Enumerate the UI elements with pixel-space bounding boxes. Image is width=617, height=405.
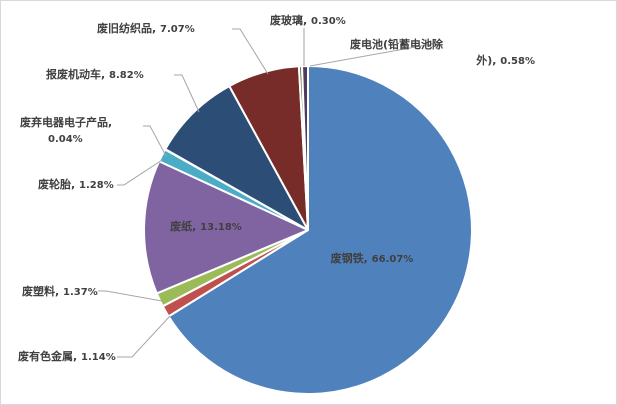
slice-label-name: 废电池(铅蓄电池除 xyxy=(350,37,444,51)
pie-slice xyxy=(143,160,309,295)
slice-label: 废轮胎, 1.28% xyxy=(38,177,114,191)
slice-label: 废玻璃, 0.30% xyxy=(270,13,346,27)
slice-label-text: 废有色金属, 1.14% xyxy=(18,349,116,363)
leader-lines xyxy=(98,28,440,358)
pie-slices xyxy=(143,65,473,395)
slice-label-text: 废玻璃, 0.30% xyxy=(270,13,346,27)
slice-label-name-cont: 外), 0.58% xyxy=(475,53,535,67)
leader-line xyxy=(117,315,171,358)
pie-slice xyxy=(164,85,309,231)
data-labels: 废钢铁, 66.07% 废有色金属, 1.14% 废塑料, 1.37% 废纸, 13.… xyxy=(18,13,535,363)
slice-label: 废钢铁, 66.07% xyxy=(331,251,414,265)
slice-label: 报废机动车, 8.82% xyxy=(46,67,144,81)
slice-label: 废有色金属, 1.14% xyxy=(18,349,116,363)
slice-label-text: 废塑料, 1.37% xyxy=(22,284,98,298)
leader-line xyxy=(98,290,163,302)
pie-slice xyxy=(167,65,473,395)
slice-label: 废塑料, 1.37% xyxy=(22,284,98,298)
leader-line xyxy=(174,74,200,113)
slice-label: 废纸, 13.18% xyxy=(170,219,242,233)
pie-slice xyxy=(301,65,309,231)
slice-label-text: 报废机动车, 8.82% xyxy=(46,67,144,81)
leader-line xyxy=(309,43,440,67)
slice-label: 废旧纺织品, 7.07% xyxy=(97,21,195,35)
leader-line xyxy=(232,28,269,75)
slice-label-text: 废钢铁, 66.07% xyxy=(331,251,414,265)
leader-line xyxy=(143,125,167,157)
slice-label-name: 废弃电器电子产品, xyxy=(20,115,112,129)
slice-label-text: 废纸, 13.18% xyxy=(170,219,242,233)
slice-label-text: 废轮胎, 1.28% xyxy=(38,177,114,191)
leader-line xyxy=(117,159,163,186)
slice-label: 废弃电器电子产品, 0.04% xyxy=(20,115,112,145)
slice-label-value: 0.04% xyxy=(48,134,83,145)
slice-label-text: 废旧纺织品, 7.07% xyxy=(97,21,195,35)
